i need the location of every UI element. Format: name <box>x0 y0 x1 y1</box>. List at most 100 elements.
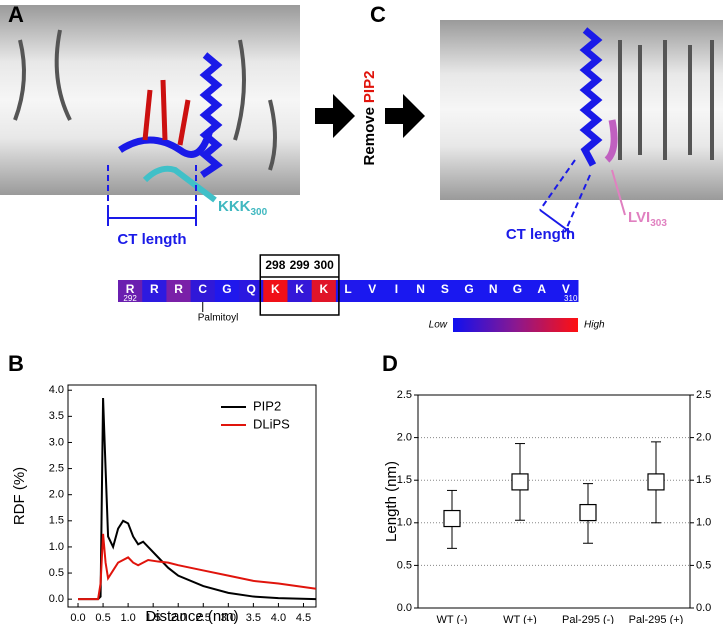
residue: Q <box>246 282 255 296</box>
panel-label: A <box>8 2 24 27</box>
annotation-text: LVI <box>628 209 650 226</box>
plot-frame <box>67 384 317 608</box>
residue: R <box>126 282 135 296</box>
arrow-lipid: PIP2 <box>361 71 378 104</box>
ct-length-label: CT length <box>117 231 186 248</box>
charts: 0.0 0.5 1.0 1.5 2.0 2.5 3.0 3.5 4.0 4.5 0.0 0.5 1.0 1… <box>8 351 711 624</box>
y-tick-label: 1.0 <box>49 541 64 553</box>
y-tick-label: 3.0 <box>49 436 64 448</box>
residue-cell <box>335 280 361 302</box>
arrow-label: Remove PIP2 <box>361 71 378 166</box>
scale-low: Low <box>429 320 448 331</box>
x-tick-label: WT (-) <box>437 614 468 624</box>
ct-tail <box>118 128 214 158</box>
panel-label: B <box>8 351 24 376</box>
residue-cell <box>166 280 192 302</box>
leader-line <box>611 169 626 216</box>
residue-cell <box>142 280 167 302</box>
x-tick-label: Pal-295 (-) <box>562 614 614 624</box>
residue-cell <box>408 280 434 302</box>
y-tick-label: 2.0 <box>397 432 412 444</box>
x-tick-label: 2.0 <box>171 612 186 624</box>
box-number: 298 <box>265 258 285 272</box>
residue: L <box>344 282 351 296</box>
y-tick-label: 0.5 <box>49 567 64 579</box>
lipid-tails <box>13 29 277 171</box>
box-number: 300 <box>314 258 334 272</box>
residue-cell <box>214 280 240 302</box>
modification: Palmitoyl <box>198 313 239 324</box>
plot-frame <box>417 394 691 609</box>
residue: K <box>271 282 280 296</box>
lipid-tails <box>618 40 714 160</box>
residue: N <box>416 282 425 296</box>
residue: C <box>198 282 207 296</box>
residue: K <box>319 282 328 296</box>
residue: G <box>464 282 473 296</box>
residue: V <box>368 282 376 296</box>
y2-tick-label: 0.5 <box>696 559 711 571</box>
y-tick-label: 2.0 <box>49 489 64 501</box>
residue-cell <box>481 280 506 302</box>
arrow-word: Remove <box>361 107 378 165</box>
y-axis-label: Length (nm) <box>383 461 400 542</box>
x-tick-label: 0.0 <box>70 612 85 624</box>
y2-tick-label: 2.0 <box>696 432 711 444</box>
x-tick-label: 2.5 <box>196 612 211 624</box>
annotation-subscript: 303 <box>650 218 667 229</box>
line-series <box>78 398 317 601</box>
x-tick-label: 3.0 <box>221 612 236 624</box>
arrow <box>385 94 425 138</box>
residue-cell <box>384 280 410 302</box>
residue: R <box>150 282 159 296</box>
residue-cell <box>239 280 264 302</box>
annotation-text: KKK <box>218 198 251 215</box>
x-tick-label: 4.5 <box>296 612 311 624</box>
x-axis-label: Distance (nm) <box>145 608 238 624</box>
x-tick-label: 4.0 <box>271 612 286 624</box>
residue-cell <box>529 280 555 302</box>
residue-cell <box>432 280 458 302</box>
residue-cell <box>360 280 385 302</box>
residue: S <box>441 282 449 296</box>
marker <box>443 509 461 528</box>
residue: G <box>222 282 231 296</box>
residue-cell <box>311 280 337 302</box>
y-tick-label: 3.5 <box>49 410 64 422</box>
residue-cell <box>553 280 579 302</box>
x-tick-label: Pal-295 (+) <box>629 614 684 624</box>
y-tick-label: 1.5 <box>49 515 64 527</box>
lvi-residues <box>604 119 618 163</box>
x-tick-label: 1.0 <box>120 612 135 624</box>
marker <box>647 473 665 491</box>
y-tick-label: 4.0 <box>49 384 64 396</box>
line-series <box>78 533 317 601</box>
residue-cell <box>456 280 482 302</box>
residue: G <box>513 282 522 296</box>
residue: R <box>174 282 183 296</box>
y2-tick-label: 1.0 <box>696 517 711 529</box>
ct-length-bracket-c <box>539 159 591 233</box>
helix <box>199 52 223 178</box>
annotation-subscript: 300 <box>251 207 268 218</box>
residue-cell <box>505 280 531 302</box>
x-tick-label: 1.5 <box>146 612 161 624</box>
residue: K <box>295 282 304 296</box>
panel-label: C <box>370 2 386 27</box>
kkk-residues <box>142 165 217 203</box>
sequence: R R R C G Q K K K L V I N S G N G A V 292 310 298 299 300 Palmit… <box>118 254 579 324</box>
arrow <box>315 94 355 138</box>
y2-tick-label: 1.5 <box>696 474 711 486</box>
residue-cell <box>287 280 313 302</box>
residue: N <box>489 282 498 296</box>
panel-label: D <box>382 351 398 376</box>
y-tick-label: 1.0 <box>397 517 412 529</box>
y-tick-label: 1.5 <box>397 474 412 486</box>
box-number: 299 <box>290 258 310 272</box>
y-axis-label: RDF (%) <box>11 467 28 525</box>
scale-high: High <box>584 320 605 331</box>
residue: V <box>562 282 570 296</box>
residue: I <box>395 282 398 296</box>
x-tick-label: WT (+) <box>503 614 537 624</box>
